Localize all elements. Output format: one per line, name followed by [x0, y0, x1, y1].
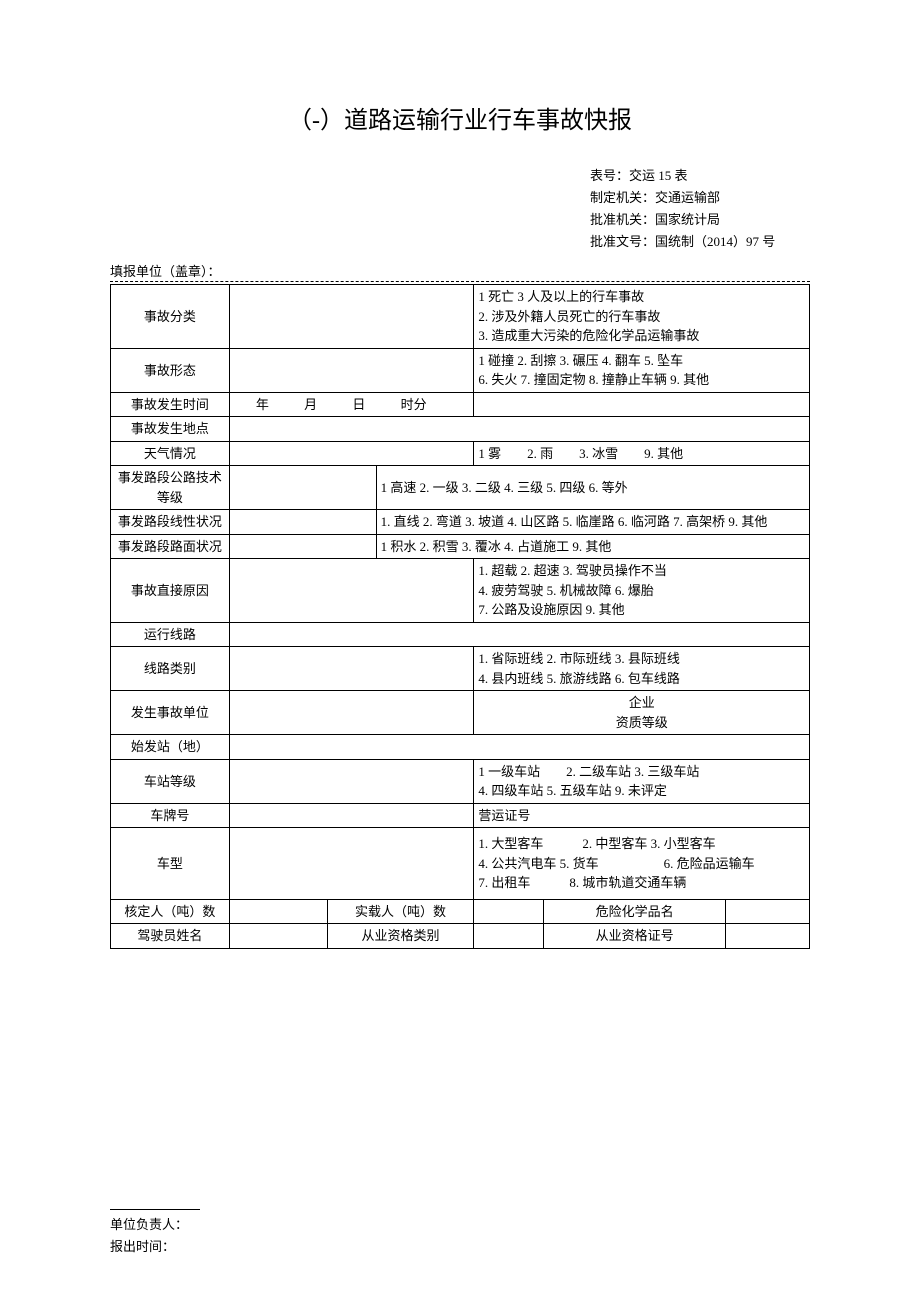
unit-extra: 企业 资质等级 [474, 691, 810, 735]
road-surface-input[interactable] [229, 534, 376, 559]
principal-label: 单位负责人： [110, 1214, 810, 1236]
road-surface-opts: 1 积水 2. 积雪 3. 覆冰 4. 占道施工 9. 其他 [376, 534, 809, 559]
capacity-input[interactable] [229, 899, 327, 924]
plate-input[interactable] [229, 803, 474, 828]
weather-opts: 1 雾 2. 雨 3. 冰雪 9. 其他 [474, 441, 810, 466]
approve: 国家统计局 [655, 212, 720, 227]
month-label: 月 [304, 395, 317, 415]
vehicle-opts: 1. 大型客车 2. 中型客车 3. 小型客车4. 公共汽电车 5. 货车 6.… [474, 828, 810, 900]
cause-input[interactable] [229, 559, 474, 623]
road-line-opts: 1. 直线 2. 弯道 3. 坡道 4. 山区路 5. 临崖路 6. 临河路 7… [376, 510, 809, 535]
footer-block: 单位负责人： 报出时间： [110, 1209, 810, 1258]
filler-unit: 填报单位（盖章）： [110, 261, 810, 282]
accident-class-label: 事故分类 [111, 285, 230, 349]
accident-form-label: 事故形态 [111, 348, 230, 392]
form-table: 事故分类 1 死亡 3 人及以上的行车事故2. 涉及外籍人员死亡的行车事故3. … [110, 284, 810, 949]
road-line-input[interactable] [229, 510, 376, 535]
road-surface-label: 事发路段路面状况 [111, 534, 230, 559]
driver-input[interactable] [229, 924, 327, 949]
road-line-label: 事发路段线性状况 [111, 510, 230, 535]
chem-label: 危险化学品名 [544, 899, 726, 924]
cause-label: 事故直接原因 [111, 559, 230, 623]
place-input[interactable] [229, 417, 809, 442]
plate-cert: 营运证号 [474, 803, 810, 828]
station-grade-input[interactable] [229, 759, 474, 803]
year-label: 年 [256, 395, 269, 415]
start-label: 始发站（地） [111, 735, 230, 760]
driver-label: 驾驶员姓名 [111, 924, 230, 949]
route-input[interactable] [229, 622, 809, 647]
accident-class-input[interactable] [229, 285, 474, 349]
hm-label: 时分 [401, 395, 427, 415]
day-label: 日 [352, 395, 365, 415]
page-title: （-）道路运输行业行车事故快报 [110, 100, 810, 135]
accident-form-opts: 1 碰撞 2. 刮擦 3. 碾压 4. 翻车 5. 坠车6. 失火 7. 撞固定… [474, 348, 810, 392]
route-label: 运行线路 [111, 622, 230, 647]
unit-enterprise: 企业 [478, 693, 805, 713]
accident-class-opts: 1 死亡 3 人及以上的行车事故2. 涉及外籍人员死亡的行车事故3. 造成重大污… [474, 285, 810, 349]
doc-label: 批准文号： [590, 234, 655, 249]
plate-label: 车牌号 [111, 803, 230, 828]
route-type-input[interactable] [229, 647, 474, 691]
cert-label: 从业资格证号 [544, 924, 726, 949]
road-grade-input[interactable] [229, 466, 376, 510]
station-grade-opts: 1 一级车站 2. 二级车站 3. 三级车站4. 四级车站 5. 五级车站 9.… [474, 759, 810, 803]
accident-form-input[interactable] [229, 348, 474, 392]
form-no-label: 表号： [590, 168, 629, 183]
start-input[interactable] [229, 735, 809, 760]
vehicle-input[interactable] [229, 828, 474, 900]
road-grade-label: 事发路段公路技术等级 [111, 466, 230, 510]
report-time-label: 报出时间： [110, 1236, 810, 1258]
org-label: 制定机关： [590, 190, 655, 205]
meta-block: 表号：交运 15 表 制定机关：交通运输部 批准机关：国家统计局 批准文号：国统… [590, 165, 810, 253]
weather-label: 天气情况 [111, 441, 230, 466]
actual-input[interactable] [474, 899, 544, 924]
cause-opts: 1. 超载 2. 超速 3. 驾驶员操作不当4. 疲劳驾驶 5. 机械故障 6.… [474, 559, 810, 623]
org: 交通运输部 [655, 190, 720, 205]
qual-input[interactable] [474, 924, 544, 949]
road-grade-opts: 1 高速 2. 一级 3. 二级 4. 三级 5. 四级 6. 等外 [376, 466, 809, 510]
station-grade-label: 车站等级 [111, 759, 230, 803]
approve-label: 批准机关： [590, 212, 655, 227]
qual-label: 从业资格类别 [327, 924, 474, 949]
place-label: 事故发生地点 [111, 417, 230, 442]
time-label: 事故发生时间 [111, 392, 230, 417]
vehicle-label: 车型 [111, 828, 230, 900]
form-no: 交运 15 表 [629, 168, 688, 183]
capacity-label: 核定人（吨）数 [111, 899, 230, 924]
route-type-label: 线路类别 [111, 647, 230, 691]
footer-rule [110, 1209, 200, 1210]
unit-input[interactable] [229, 691, 474, 735]
route-type-opts: 1. 省际班线 2. 市际班线 3. 县际班线4. 县内班线 5. 旅游线路 6… [474, 647, 810, 691]
chem-input[interactable] [726, 899, 810, 924]
unit-qual: 资质等级 [478, 713, 805, 733]
time-input[interactable]: 年 月 日 时分 [229, 392, 474, 417]
doc: 国统制（2014）97 号 [655, 234, 775, 249]
unit-label: 发生事故单位 [111, 691, 230, 735]
actual-label: 实载人（吨）数 [327, 899, 474, 924]
time-extra [474, 392, 810, 417]
weather-input[interactable] [229, 441, 474, 466]
cert-input[interactable] [726, 924, 810, 949]
